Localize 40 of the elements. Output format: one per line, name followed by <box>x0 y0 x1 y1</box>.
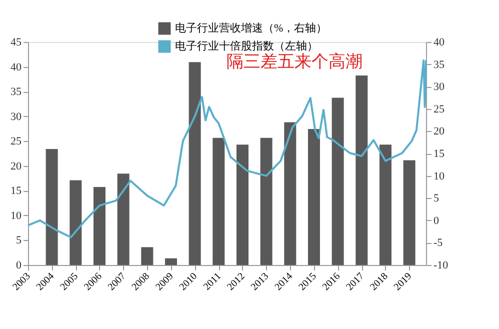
bar <box>260 138 272 265</box>
bar <box>379 144 392 265</box>
y2-tick-label: 5 <box>434 192 440 205</box>
y-tick-label: 25 <box>10 136 22 148</box>
y2-tick-label: 0 <box>434 214 440 227</box>
y-tick-label: 0 <box>16 260 22 272</box>
y2-tick-label: 15 <box>434 148 445 160</box>
y-tick-label: 5 <box>16 234 22 247</box>
legend-label: 电子行业营收增速（%，右轴） <box>175 22 328 34</box>
y-tick-label: 40 <box>10 61 22 74</box>
bar <box>117 174 130 265</box>
bar <box>93 186 106 265</box>
y-tick-label: 30 <box>10 110 22 123</box>
bar <box>236 144 248 265</box>
legend-label: 电子行业十倍股指数（左轴） <box>175 40 318 52</box>
y-tick-label: 10 <box>10 210 22 222</box>
y2-tick-label: 35 <box>434 58 445 71</box>
bar <box>46 149 58 265</box>
y2-tick-label: 30 <box>434 81 445 94</box>
bar <box>356 75 368 265</box>
annotation: 隔三差五来个高潮 <box>226 52 363 71</box>
bar <box>70 180 82 265</box>
y2-tick-label: 25 <box>434 103 445 116</box>
y-tick-label: 15 <box>10 185 22 198</box>
y2-tick-label: 20 <box>434 126 445 138</box>
y2-tick-label: 10 <box>434 170 445 182</box>
y2-tick-label: 40 <box>434 36 445 48</box>
bar <box>403 160 416 265</box>
bar <box>164 258 177 265</box>
y-tick-label: 35 <box>10 86 22 98</box>
bar <box>188 62 201 265</box>
y2-tick-label: -5 <box>434 237 444 250</box>
bar <box>284 122 296 265</box>
bar <box>308 128 320 265</box>
y-tick-label: 45 <box>10 36 22 48</box>
bar <box>332 98 344 265</box>
bar <box>212 138 225 265</box>
y-tick-label: 20 <box>10 160 22 172</box>
bar <box>141 247 154 265</box>
y2-tick-label: -10 <box>434 260 449 272</box>
